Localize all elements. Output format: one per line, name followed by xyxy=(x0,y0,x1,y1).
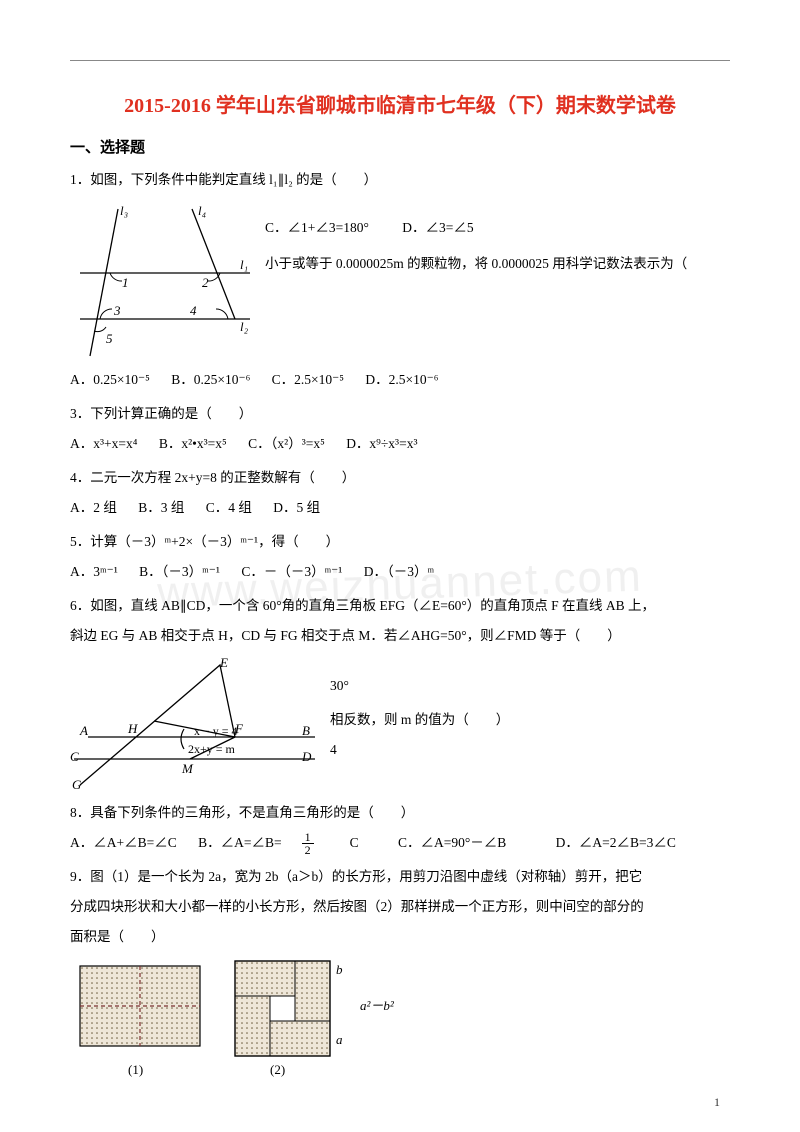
fig6-label-D: D xyxy=(301,749,312,764)
q6-option-c: 30° xyxy=(330,678,349,693)
fig6-label-M: M xyxy=(181,761,194,776)
question-9-text-1: 9．图（1）是一个长为 2a，宽为 2b（a＞b）的长方形，用剪刀沿图中虚线（对… xyxy=(70,864,730,890)
q8-option-d: D．∠A=2∠B=3∠C xyxy=(556,830,676,856)
fig1-angle-5: 5 xyxy=(106,331,113,346)
question-6-text-2: 斜边 EG 与 AB 相交于点 H，CD 与 FG 相交于点 M．若∠AHG=5… xyxy=(70,623,730,649)
figure-q1: l₃ l₄ l₁ l₂ 1 2 3 4 5 xyxy=(70,201,255,361)
q7-fragment: 相反数，则 m 的值为（ ） xyxy=(330,712,509,727)
question-5-text: 5．计算（－3）ᵐ+2×（－3）ᵐ⁻¹，得（ ） xyxy=(70,529,730,555)
q4-options: A．2 组 B．3 组 C．4 组 D．5 组 xyxy=(70,495,730,521)
fig9-caption-1: (1) xyxy=(128,1062,143,1077)
q2-options: A．0.25×10⁻⁵ B．0.25×10⁻⁶ C．2.5×10⁻⁵ D．2.5… xyxy=(70,367,730,393)
q4-option-b: B．3 组 xyxy=(138,495,184,521)
fig1-angle-3: 3 xyxy=(113,303,121,318)
q5-options: A．3ᵐ⁻¹ B．（－3）ᵐ⁻¹ C．－（－3）ᵐ⁻¹ D．（－3）ᵐ xyxy=(70,559,730,585)
top-rule xyxy=(70,60,730,61)
q3-option-d: D．x⁹÷x³=x³ xyxy=(346,431,417,457)
exam-title: 2015-2016 学年山东省聊城市临清市七年级（下）期末数学试卷 xyxy=(70,89,730,118)
fig6-label-H: H xyxy=(127,721,138,736)
section-heading-1: 一、选择题 xyxy=(70,136,730,157)
q8-options: A．∠A+∠B=∠C B．∠A=∠B=12C C．∠A=90°－∠B D．∠A=… xyxy=(70,830,730,856)
figure-q6: E A B C D G H F M x − y = 4 2x+y = m xyxy=(70,657,320,792)
question-9-text-3: 面积是（ ） xyxy=(70,924,730,950)
fig9-label-a: a xyxy=(336,1032,343,1047)
question-4-text: 4．二元一次方程 2x+y=8 的正整数解有（ ） xyxy=(70,465,730,491)
q8-option-b-post: C xyxy=(350,830,359,856)
fig1-angle-4: 4 xyxy=(190,303,197,318)
fig6-label-G: G xyxy=(72,777,82,792)
q4-option-c: C．4 组 xyxy=(206,495,252,521)
q2-option-d: D．2.5×10⁻⁶ xyxy=(365,367,438,393)
fig9-label-b: b xyxy=(336,962,343,977)
q7-value-4: 4 xyxy=(330,742,337,757)
question-8-text: 8．具备下列条件的三角形，不是直角三角形的是（ ） xyxy=(70,800,730,826)
q3-option-b: B．x²•x³=x⁵ xyxy=(159,431,227,457)
fig6-label-A: A xyxy=(79,723,88,738)
q1-option-c: C．∠1+∠3=180° xyxy=(265,220,369,235)
q2-option-c: C．2.5×10⁻⁵ xyxy=(272,367,344,393)
figure-q9: b a a²－b² (1) (2) xyxy=(70,956,730,1086)
fig1-label-l2: l₂ xyxy=(240,319,249,334)
fig1-label-l4: l₄ xyxy=(198,203,207,218)
fig9-caption-2: (2) xyxy=(270,1062,285,1077)
q4-option-d: D．5 组 xyxy=(273,495,320,521)
fig1-label-l3: l₃ xyxy=(120,203,128,218)
q5-option-c: C．－（－3）ᵐ⁻¹ xyxy=(241,559,342,585)
q3-option-a: A．x³+x=x⁴ xyxy=(70,431,137,457)
q2-option-b: B．0.25×10⁻⁶ xyxy=(171,367,250,393)
page-number: 1 xyxy=(714,1095,720,1110)
fig1-angle-2: 2 xyxy=(202,275,209,290)
q9-option-c: a²－b² xyxy=(360,998,395,1013)
q1-option-d: D．∠3=∠5 xyxy=(402,220,473,235)
q5-option-a: A．3ᵐ⁻¹ xyxy=(70,559,118,585)
q5-option-d: D．（－3）ᵐ xyxy=(364,559,434,585)
q5-option-b: B．（－3）ᵐ⁻¹ xyxy=(139,559,220,585)
q8-option-a: A．∠A+∠B=∠C xyxy=(70,830,177,856)
question-3-text: 3．下列计算正确的是（ ） xyxy=(70,401,730,427)
q3-options: A．x³+x=x⁴ B．x²•x³=x⁵ C．（x²）³=x⁵ D．x⁹÷x³=… xyxy=(70,431,730,457)
q3-option-c: C．（x²）³=x⁵ xyxy=(248,431,325,457)
q8-option-b: B．∠A=∠B=12C xyxy=(198,830,377,856)
fig6-label-B: B xyxy=(302,723,310,738)
q8-option-b-pre: B．∠A=∠B= xyxy=(198,830,282,856)
fig1-angle-1: 1 xyxy=(122,275,129,290)
fig6-label-C: C xyxy=(70,749,79,764)
fig6-eq2: 2x+y = m xyxy=(188,742,236,756)
q2-fragment: 小于或等于 0.0000025m 的颗粒物，将 0.0000025 用科学记数法… xyxy=(265,256,687,271)
fig6-eq1: x − y = 4 xyxy=(194,724,238,738)
question-1-text: 1．如图，下列条件中能判定直线 l₁∥l₂ 的是（ ） xyxy=(70,167,730,193)
fig1-label-l1: l₁ xyxy=(240,257,248,272)
question-6-text-1: 6．如图，直线 AB∥CD，一个含 60°角的直角三角板 EFG（∠E=60°）… xyxy=(70,593,730,619)
fig6-label-E: E xyxy=(219,657,228,670)
q2-option-a: A．0.25×10⁻⁵ xyxy=(70,367,150,393)
q4-option-a: A．2 组 xyxy=(70,495,117,521)
q8-option-c: C．∠A=90°－∠B xyxy=(398,830,506,856)
question-9-text-2: 分成四块形状和大小都一样的小长方形，然后按图（2）那样拼成一个正方形，则中间空的… xyxy=(70,894,730,920)
